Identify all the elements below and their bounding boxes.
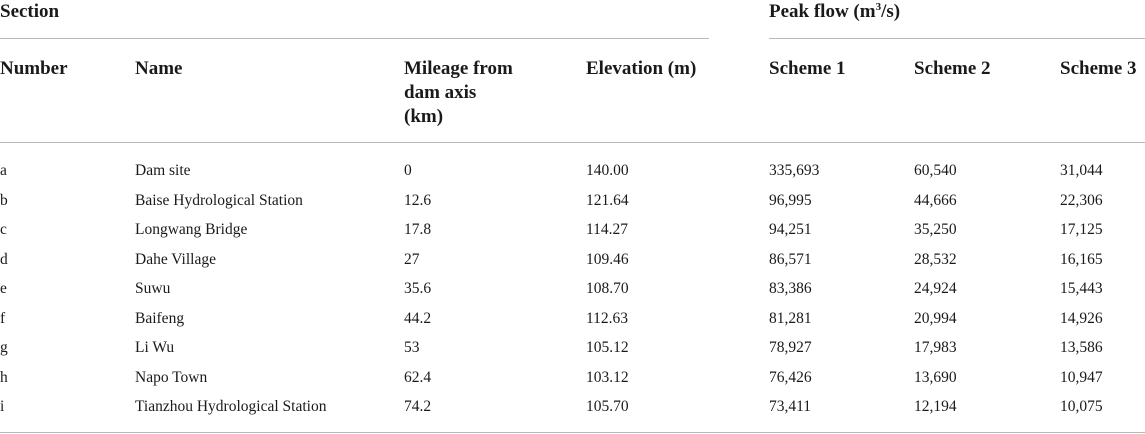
col-header-scheme3: Scheme 3 bbox=[1060, 58, 1137, 79]
cell-elevation: 112.63 bbox=[586, 309, 629, 327]
cell-scheme3: 17,125 bbox=[1060, 221, 1103, 238]
cell-number: c bbox=[0, 221, 7, 238]
cell-name: Napo Town bbox=[135, 368, 208, 386]
cell-elevation: 114.27 bbox=[586, 221, 629, 238]
peak-flow-superscript: 3 bbox=[875, 1, 882, 13]
cell-scheme1: 86,571 bbox=[769, 250, 812, 268]
cell-name: Suwu bbox=[135, 280, 171, 297]
cell-mileage: 12.6 bbox=[404, 191, 432, 209]
col-header-elevation: Elevation (m) bbox=[586, 58, 697, 79]
table-bottom-rule bbox=[0, 432, 1145, 433]
col-header-name: Name bbox=[135, 58, 183, 79]
col-header-mileage: Mileage from dam axis (km) bbox=[404, 57, 513, 129]
cell-mileage: 53 bbox=[404, 339, 420, 356]
cell-scheme2: 24,924 bbox=[914, 280, 957, 297]
cell-mileage: 44.2 bbox=[404, 309, 432, 327]
cell-name: Longwang Bridge bbox=[135, 221, 248, 238]
table-row: e Suwu 35.6 108.70 83,386 24,924 15,443 bbox=[0, 278, 1145, 308]
col-header-mileage-line1: Mileage from bbox=[404, 58, 513, 79]
cell-elevation: 140.00 bbox=[586, 162, 629, 179]
cell-name: Baise Hydrological Station bbox=[135, 191, 303, 209]
cell-scheme3: 10,075 bbox=[1060, 398, 1103, 415]
cell-scheme3: 14,926 bbox=[1060, 309, 1103, 327]
cell-number: g bbox=[0, 339, 8, 356]
cell-mileage: 62.4 bbox=[404, 368, 432, 386]
cell-elevation: 103.12 bbox=[586, 368, 629, 386]
cell-scheme1: 335,693 bbox=[769, 162, 820, 179]
cell-name: Baifeng bbox=[135, 309, 185, 327]
cell-name: Dam site bbox=[135, 162, 191, 179]
cell-elevation: 121.64 bbox=[586, 191, 629, 209]
cell-mileage: 17.8 bbox=[404, 221, 432, 238]
table-row: b Baise Hydrological Station 12.6 121.64… bbox=[0, 190, 1145, 220]
table-row: f Baifeng 44.2 112.63 81,281 20,994 14,9… bbox=[0, 308, 1145, 338]
table-row: g Li Wu 53 105.12 78,927 17,983 13,586 bbox=[0, 337, 1145, 367]
header-bottom-rule bbox=[0, 142, 1145, 143]
cell-scheme2: 44,666 bbox=[914, 191, 957, 209]
cell-name: Li Wu bbox=[135, 339, 175, 356]
cell-mileage: 0 bbox=[404, 162, 412, 179]
cell-name: Tianzhou Hydrological Station bbox=[135, 398, 327, 415]
peak-flow-unit-tail: /s) bbox=[881, 1, 901, 22]
table-row: h Napo Town 62.4 103.12 76,426 13,690 10… bbox=[0, 367, 1145, 397]
cell-scheme3: 13,586 bbox=[1060, 339, 1103, 356]
table-body: a Dam site 0 140.00 335,693 60,540 31,04… bbox=[0, 160, 1145, 426]
peak-flow-group-rule bbox=[769, 38, 1145, 39]
cell-scheme3: 22,306 bbox=[1060, 191, 1103, 209]
peak-flow-label: Peak flow (m bbox=[769, 1, 876, 22]
cell-number: f bbox=[0, 309, 6, 327]
cell-scheme1: 81,281 bbox=[769, 309, 812, 327]
col-header-scheme1: Scheme 1 bbox=[769, 58, 846, 79]
section-group-rule bbox=[0, 38, 709, 39]
cell-elevation: 105.12 bbox=[586, 339, 629, 356]
section-group-header: Section bbox=[0, 1, 60, 22]
peak-flow-group-header: Peak flow (m3/s) bbox=[769, 0, 900, 24]
table-row: a Dam site 0 140.00 335,693 60,540 31,04… bbox=[0, 160, 1145, 190]
cell-number: b bbox=[0, 191, 8, 209]
cell-scheme1: 78,927 bbox=[769, 339, 812, 356]
table-row: d Dahe Village 27 109.46 86,571 28,532 1… bbox=[0, 249, 1145, 279]
cell-number: a bbox=[0, 162, 7, 179]
cell-scheme2: 12,194 bbox=[914, 398, 957, 415]
cell-mileage: 35.6 bbox=[404, 280, 432, 297]
cell-scheme3: 31,044 bbox=[1060, 162, 1103, 179]
cell-elevation: 105.70 bbox=[586, 398, 629, 415]
cell-elevation: 109.46 bbox=[586, 250, 629, 268]
cell-scheme2: 17,983 bbox=[914, 339, 957, 356]
cell-number: e bbox=[0, 280, 7, 297]
cell-scheme2: 20,994 bbox=[914, 309, 957, 327]
cell-scheme2: 35,250 bbox=[914, 221, 957, 238]
cell-scheme3: 15,443 bbox=[1060, 280, 1103, 297]
cell-scheme3: 16,165 bbox=[1060, 250, 1103, 268]
cell-scheme2: 28,532 bbox=[914, 250, 957, 268]
cell-mileage: 74.2 bbox=[404, 398, 432, 415]
table-row: c Longwang Bridge 17.8 114.27 94,251 35,… bbox=[0, 219, 1145, 249]
col-header-mileage-line3: (km) bbox=[404, 106, 444, 127]
cell-number: h bbox=[0, 368, 8, 386]
cell-scheme3: 10,947 bbox=[1060, 368, 1103, 386]
col-header-mileage-line2: dam axis bbox=[404, 82, 477, 103]
cell-scheme1: 94,251 bbox=[769, 221, 812, 238]
cell-scheme2: 13,690 bbox=[914, 368, 957, 386]
cell-name: Dahe Village bbox=[135, 250, 216, 268]
col-header-scheme2: Scheme 2 bbox=[914, 58, 991, 79]
cell-elevation: 108.70 bbox=[586, 280, 629, 297]
cell-scheme2: 60,540 bbox=[914, 162, 957, 179]
col-header-number: Number bbox=[0, 58, 68, 79]
table-row: i Tianzhou Hydrological Station 74.2 105… bbox=[0, 396, 1145, 426]
cell-mileage: 27 bbox=[404, 250, 420, 268]
cell-scheme1: 96,995 bbox=[769, 191, 812, 209]
cell-scheme1: 83,386 bbox=[769, 280, 812, 297]
cell-number: d bbox=[0, 250, 8, 268]
cell-scheme1: 76,426 bbox=[769, 368, 812, 386]
cell-number: i bbox=[0, 398, 5, 415]
cell-scheme1: 73,411 bbox=[769, 398, 812, 415]
